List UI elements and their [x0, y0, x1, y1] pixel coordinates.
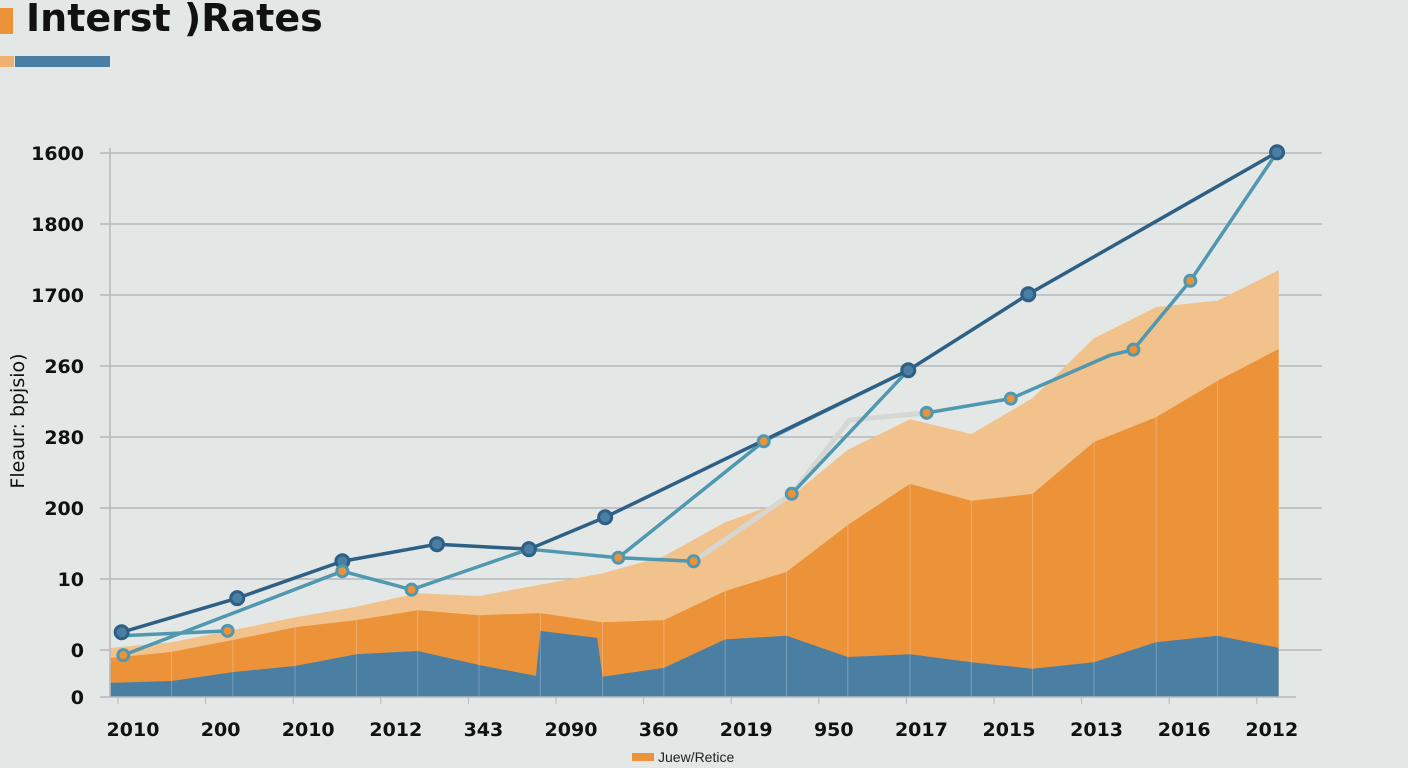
y-tick-label: 1700: [31, 285, 84, 307]
dark-line-marker: [229, 590, 246, 607]
teal-line-marker: [1003, 391, 1018, 406]
teal-line-marker: [611, 550, 626, 565]
y-tick-label: 200: [44, 498, 84, 520]
teal-line-marker: [686, 554, 701, 569]
x-tick-label: 2012: [1245, 719, 1298, 741]
title-underline-blue: [15, 56, 110, 67]
teal-line-marker: [335, 564, 350, 579]
teal-line-marker: [404, 582, 419, 597]
x-tick-label: 950: [814, 719, 854, 741]
teal-line-series: [119, 629, 230, 638]
dark-line-marker: [597, 509, 614, 526]
teal-line-series: [121, 547, 696, 657]
y-tick-label: 10: [58, 569, 84, 591]
teal-line-marker: [1126, 342, 1141, 357]
area-orange: [110, 348, 1279, 697]
faint-line-series: [691, 410, 930, 564]
teal-line-series: [924, 150, 1279, 415]
dark-line-marker: [520, 541, 537, 558]
title-underline-orange: [0, 56, 14, 67]
y-tick-label: 1800: [31, 214, 84, 236]
x-tick-label: 2013: [1070, 719, 1123, 741]
title-accent-orange: [0, 8, 13, 34]
x-tick-label: 2010: [107, 719, 160, 741]
teal-line-marker: [756, 434, 771, 449]
dark-line-marker: [428, 536, 445, 553]
dark-line-marker: [113, 624, 130, 641]
teal-line-marker: [784, 486, 799, 501]
chart-title: Interst )Rates: [26, 0, 323, 40]
x-tick-label: 2090: [545, 719, 598, 741]
y-tick-label: 260: [44, 356, 84, 378]
teal-line-marker: [919, 405, 934, 420]
legend-swatch: [632, 753, 654, 761]
x-tick-label: 200: [201, 719, 241, 741]
dark-line-marker: [1269, 144, 1286, 161]
teal-line-series: [790, 368, 911, 496]
y-tick-label: 0: [71, 640, 84, 662]
x-tick-label: 2012: [369, 719, 422, 741]
x-tick-label: 2017: [895, 719, 948, 741]
y-tick-label: 280: [44, 427, 84, 449]
teal-line-marker: [116, 648, 131, 663]
x-tick-label: 2016: [1158, 719, 1211, 741]
dark-line-marker: [900, 362, 917, 379]
x-tick-label: 2010: [282, 719, 335, 741]
x-tick-label: 2019: [720, 719, 773, 741]
y-tick-label: 0: [71, 687, 84, 709]
x-tick-label: 2015: [983, 719, 1036, 741]
teal-line-marker: [1183, 273, 1198, 288]
x-tick-label: 360: [639, 719, 679, 741]
legend-label: Juew/Retice: [658, 749, 735, 765]
teal-line-marker: [220, 623, 235, 638]
x-tick-label: 343: [464, 719, 504, 741]
y-tick-label: 1600: [31, 143, 84, 165]
dark-line-marker: [1020, 286, 1037, 303]
area-blue-area: [110, 630, 1279, 697]
legend: Juew/Retice: [632, 749, 734, 765]
